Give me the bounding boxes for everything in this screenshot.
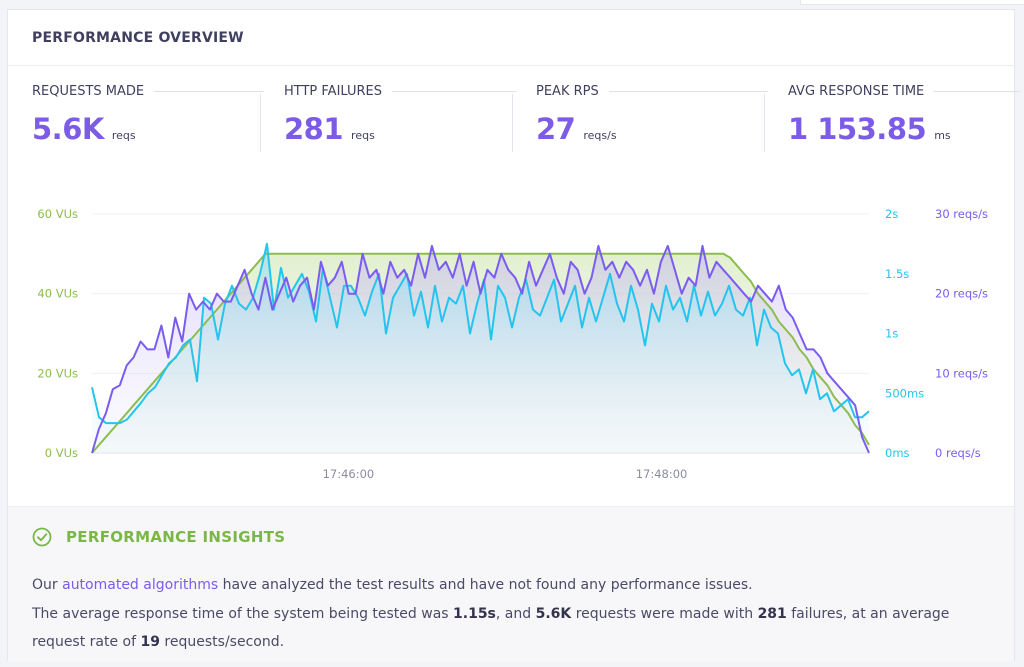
response-time-tick-label: 1.5s — [885, 267, 909, 281]
metric-value: 27 — [536, 112, 576, 146]
insights-text-fragment: requests/second. — [159, 634, 285, 650]
performance-chart[interactable]: 0 VUs 20 VUs 40 VUs 60 VUs 0ms 500ms 1s 1.5s 2s… — [8, 200, 1014, 500]
response-time-tick-label: 1s — [885, 327, 898, 341]
metric-value: 5.6K — [32, 112, 104, 146]
metric-unit: reqs/s — [583, 129, 617, 142]
insights-line-2: The average response time of the system … — [32, 600, 992, 657]
metric-label: AVG RESPONSE TIME — [788, 83, 925, 99]
insights-text-fragment: , and — [495, 605, 536, 622]
vus-line — [91, 252, 870, 454]
metric-separator — [260, 94, 261, 152]
response-time-area — [92, 243, 869, 453]
vus-axis: 0 VUs 20 VUs 40 VUs 60 VUs — [37, 207, 78, 460]
rps-line — [91, 244, 870, 454]
metric-value: 281 — [284, 112, 344, 146]
metric-label: REQUESTS MADE — [32, 83, 145, 99]
card-header: PERFORMANCE OVERVIEW — [8, 10, 1014, 66]
insights-title: PERFORMANCE INSIGHTS — [66, 528, 286, 546]
check-circle-icon — [32, 527, 52, 547]
time-tick-label: 17:46:00 — [323, 467, 375, 481]
rps-tick-label: 20 reqs/s — [935, 287, 988, 301]
metric-unit: reqs — [351, 129, 375, 142]
requests-value: 5.6K — [535, 605, 572, 622]
insights-text-fragment: have analyzed the test results and have … — [218, 577, 753, 593]
request-rate-value: 19 — [140, 634, 160, 650]
metric-separator — [764, 94, 765, 152]
insights-text-fragment: Our — [32, 577, 63, 593]
insights-text-fragment: The average response time of the system … — [32, 605, 454, 622]
insights-header: PERFORMANCE INSIGHTS — [32, 527, 285, 547]
metric-divider — [934, 90, 1020, 92]
avg-response-value: 1.15s — [453, 605, 496, 622]
response-time-axis: 0ms 500ms 1s 1.5s 2s — [885, 207, 924, 460]
metric-separator — [512, 94, 513, 152]
insights-text-fragment: failures, at an average request rate of — [32, 605, 950, 651]
failures-value: 281 — [757, 605, 787, 622]
insights-line-1: Our automated algorithms have analyzed t… — [32, 571, 992, 600]
plot-area — [91, 242, 870, 454]
vus-tick-label: 60 VUs — [37, 207, 78, 221]
vus-tick-label: 20 VUs — [37, 366, 78, 380]
vus-tick-label: 40 VUs — [37, 287, 78, 301]
vus-tick-label: 0 VUs — [45, 446, 78, 460]
insights-text: Our automated algorithms have analyzed t… — [32, 571, 992, 657]
automated-algorithms-link[interactable]: automated algorithms — [62, 577, 219, 593]
time-tick-label: 17:48:00 — [636, 467, 688, 481]
metric-divider — [608, 90, 768, 92]
insights-text-fragment: requests were made with — [571, 605, 758, 622]
metric-label: HTTP FAILURES — [284, 83, 383, 99]
page-title: PERFORMANCE OVERVIEW — [32, 29, 244, 46]
metric-value: 1 153.85 — [788, 112, 927, 146]
performance-insights: PERFORMANCE INSIGHTS Our automated algor… — [8, 506, 1014, 662]
rps-tick-label: 0 reqs/s — [935, 446, 981, 460]
response-time-tick-label: 500ms — [885, 386, 924, 400]
rps-tick-label: 10 reqs/s — [935, 366, 988, 380]
metric-divider — [154, 90, 264, 92]
metric-label: PEAK RPS — [536, 83, 599, 99]
metric-peak-rps: PEAK RPS 27 reqs/s — [536, 82, 768, 172]
time-axis: 17:46:00 17:48:00 — [323, 467, 688, 481]
metric-divider — [392, 90, 516, 92]
response-time-tick-label: 2s — [885, 207, 898, 221]
metric-unit: ms — [934, 129, 951, 142]
metric-unit: reqs — [111, 129, 136, 142]
metric-requests-made: REQUESTS MADE 5.6K reqs — [32, 82, 264, 172]
top-corner-input — [800, 0, 1024, 5]
performance-overview-card: PERFORMANCE OVERVIEW REQUESTS MADE 5.6K r… — [7, 9, 1020, 662]
metric-avg-response-time: AVG RESPONSE TIME 1 153.85 ms — [788, 82, 1020, 172]
rps-axis: 0 reqs/s 10 reqs/s 20 reqs/s 30 reqs/s — [935, 207, 988, 460]
rps-tick-label: 30 reqs/s — [935, 207, 988, 221]
response-time-tick-label: 0ms — [885, 446, 910, 460]
metrics-row: REQUESTS MADE 5.6K reqs HTTP FAILURES 281… — [8, 82, 1020, 172]
metric-http-failures: HTTP FAILURES 281 reqs — [284, 82, 516, 172]
